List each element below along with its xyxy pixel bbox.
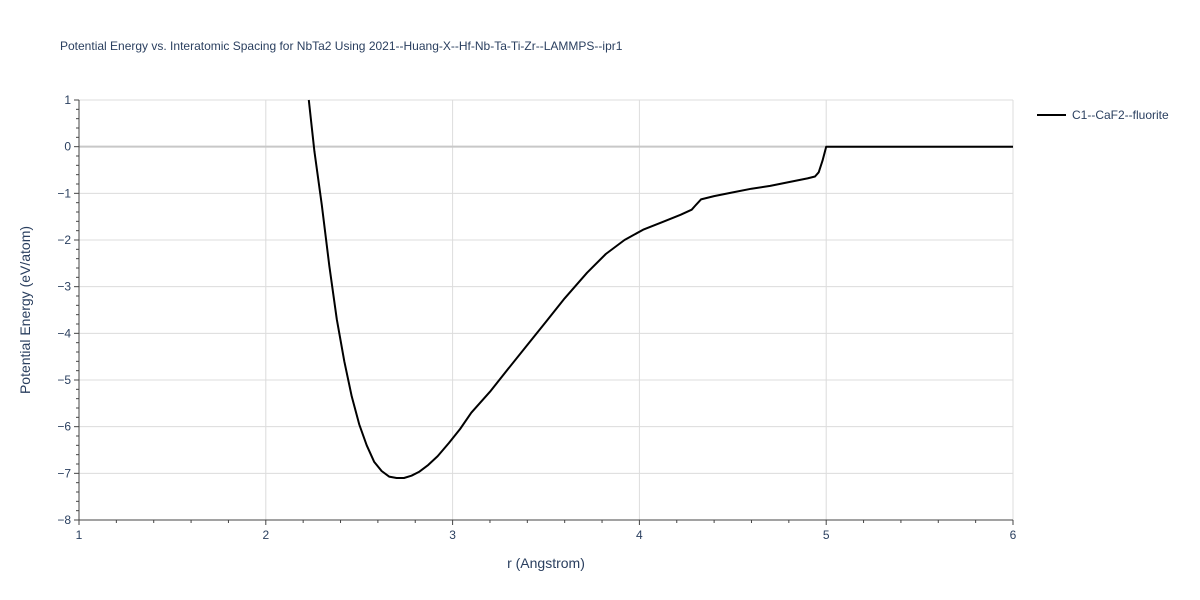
y-tick-label: −6 [57, 420, 71, 434]
y-tick-label: −7 [57, 466, 71, 480]
axes: 1 2 3 4 5 6 1 0 −1 −2 −3 −4 −5 −6 −7 −8 [57, 93, 1016, 542]
x-tick-label: 1 [76, 528, 83, 542]
x-axis-title: r (Angstrom) [507, 555, 585, 571]
chart-title: Potential Energy vs. Interatomic Spacing… [60, 39, 623, 53]
x-tick-label: 2 [262, 528, 269, 542]
y-tick-label: −2 [57, 233, 71, 247]
x-tick-label: 4 [636, 528, 643, 542]
y-tick-label: −4 [57, 326, 71, 340]
x-tick-label: 5 [823, 528, 830, 542]
series-layer [307, 99, 1013, 479]
x-tick-label: 6 [1010, 528, 1017, 542]
y-tick-label: −8 [57, 513, 71, 527]
y-tick-label: 1 [64, 93, 71, 107]
x-tick-label: 3 [449, 528, 456, 542]
legend[interactable]: C1--CaF2--fluorite [1037, 108, 1169, 122]
y-tick-label: 0 [64, 140, 71, 154]
y-axis-title: Potential Energy (eV/atom) [17, 226, 33, 394]
legend-label: C1--CaF2--fluorite [1072, 108, 1169, 122]
grid-lines [79, 99, 1014, 520]
y-tick-label: −5 [57, 373, 71, 387]
y-tick-label: −1 [57, 186, 71, 200]
y-tick-label: −3 [57, 280, 71, 294]
series-line [307, 99, 1013, 479]
